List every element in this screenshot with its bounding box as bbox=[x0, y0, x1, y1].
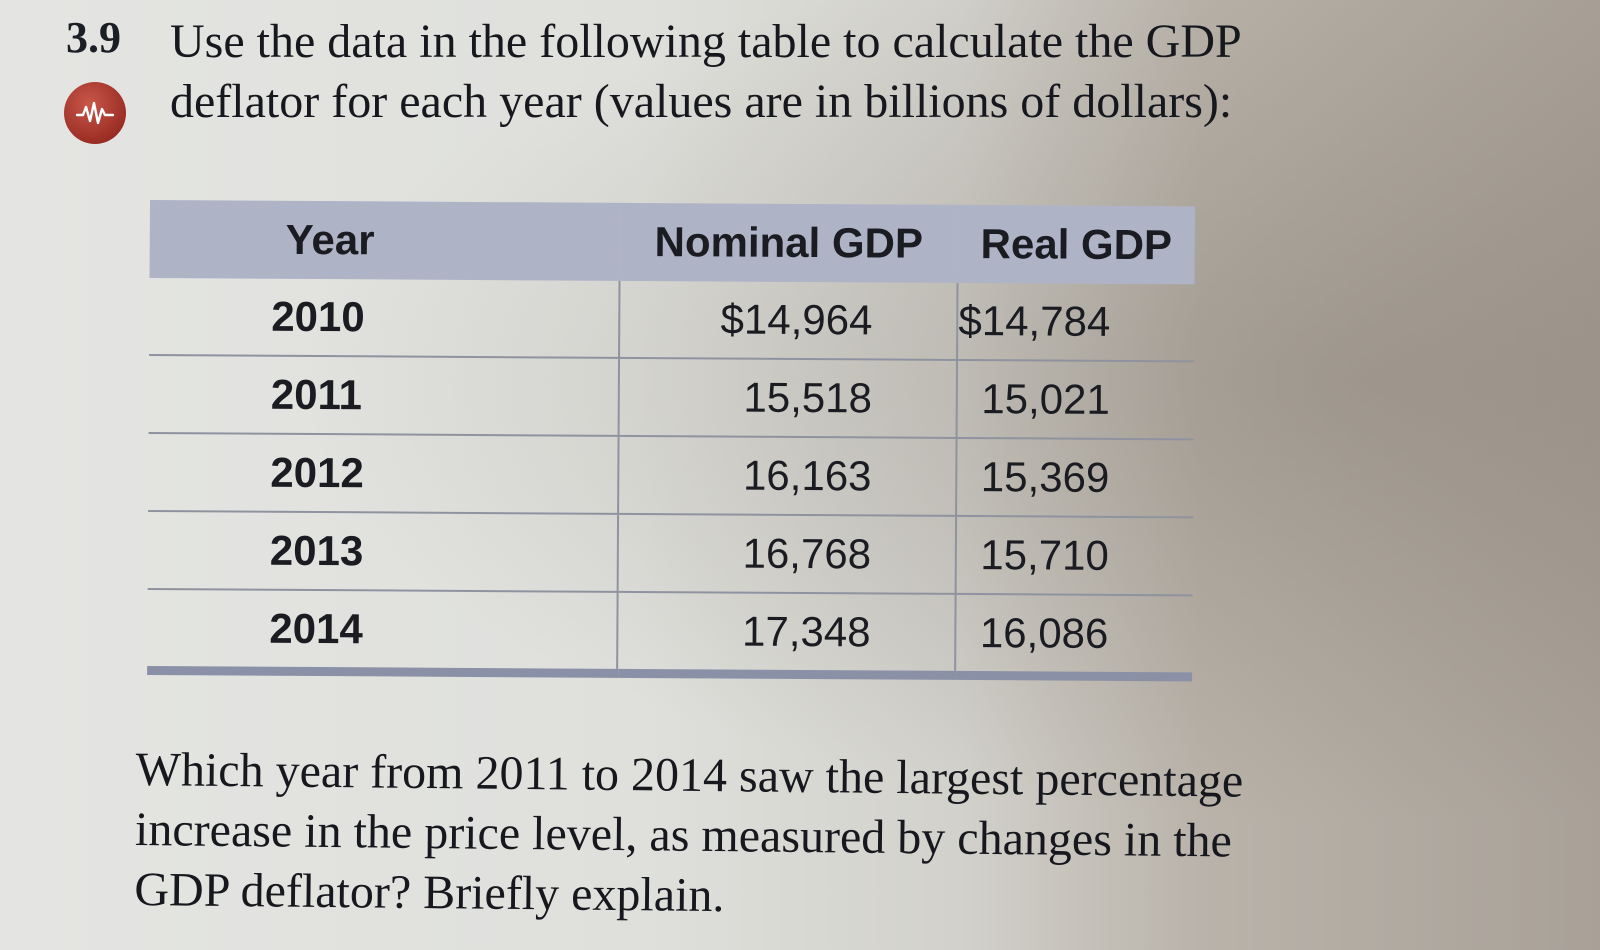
real-gdp-cell: 15,369 bbox=[956, 437, 1194, 518]
table-row: 2010 $14,964 $14,784 bbox=[149, 277, 1195, 362]
wave-chart-icon bbox=[64, 82, 126, 144]
followup-line-2: increase in the price level, as measured… bbox=[134, 802, 1233, 868]
year-cell: 2010 bbox=[149, 277, 620, 358]
nominal-gdp-cell: 15,518 bbox=[618, 357, 958, 438]
followup-line-3: GDP deflator? Briefly explain. bbox=[134, 862, 725, 923]
table-row: 2012 16,163 15,369 bbox=[148, 432, 1194, 518]
question-text: Use the data in the following table to c… bbox=[170, 12, 1242, 132]
year-cell: 2013 bbox=[147, 510, 619, 592]
table-header-row: Year Nominal GDP Real GDP bbox=[149, 200, 1195, 285]
followup-line-1: Which year from 2011 to 2014 saw the lar… bbox=[135, 742, 1244, 808]
nominal-gdp-cell: 17,348 bbox=[617, 591, 956, 676]
followup-question: Which year from 2011 to 2014 saw the lar… bbox=[134, 740, 1243, 932]
table-row: 2013 16,768 15,710 bbox=[147, 510, 1194, 596]
nominal-gdp-cell: 16,768 bbox=[617, 513, 957, 594]
header-real-gdp: Real GDP bbox=[957, 204, 1195, 285]
year-cell: 2014 bbox=[147, 588, 618, 674]
gdp-table-wrapper: Year Nominal GDP Real GDP 2010 $14,964 $… bbox=[147, 200, 1195, 681]
table-row: 2014 17,348 16,086 bbox=[147, 588, 1193, 677]
real-gdp-cell: 15,021 bbox=[956, 359, 1195, 440]
question-line-1: Use the data in the following table to c… bbox=[170, 15, 1242, 68]
header-year: Year bbox=[149, 200, 620, 281]
problem-number: 3.9 bbox=[66, 13, 121, 62]
nominal-gdp-cell: $14,964 bbox=[618, 280, 958, 360]
real-gdp-cell: $14,784 bbox=[957, 282, 1195, 362]
header-nominal-gdp: Nominal GDP bbox=[619, 202, 959, 283]
year-cell: 2012 bbox=[148, 432, 619, 514]
real-gdp-cell: 16,086 bbox=[955, 593, 1193, 677]
gdp-table: Year Nominal GDP Real GDP 2010 $14,964 $… bbox=[147, 200, 1195, 681]
year-cell: 2011 bbox=[148, 354, 619, 436]
nominal-gdp-cell: 16,163 bbox=[618, 435, 957, 516]
real-gdp-cell: 15,710 bbox=[955, 515, 1194, 596]
table-row: 2011 15,518 15,021 bbox=[148, 354, 1195, 440]
question-line-2: deflator for each year (values are in bi… bbox=[170, 75, 1233, 128]
